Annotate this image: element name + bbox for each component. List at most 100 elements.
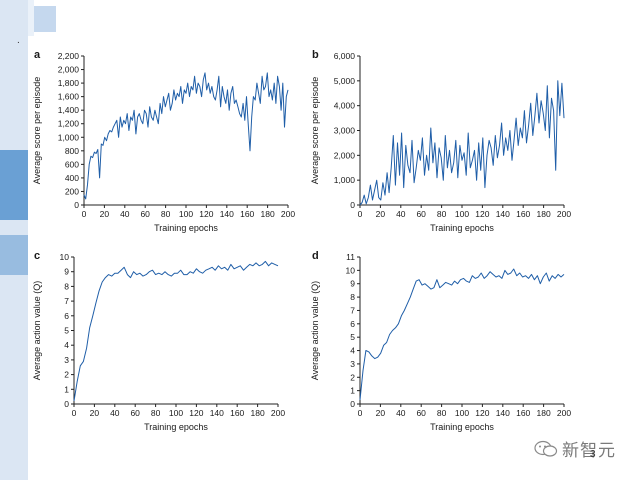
y-tick-label: 7: [350, 305, 355, 315]
y-tick-label: 2,000: [334, 150, 356, 160]
y-tick-label: 6,000: [334, 51, 356, 61]
y-axis-title: Average action value (Q): [310, 281, 320, 380]
y-tick-label: 11: [346, 252, 355, 262]
corner-decoration: [28, 0, 34, 36]
y-tick-label: 0: [350, 200, 355, 210]
strip-accent: [0, 235, 28, 275]
x-tick-label: 40: [396, 209, 406, 219]
x-axis-title: Training epochs: [430, 422, 494, 432]
y-tick-label: 400: [65, 173, 79, 183]
x-tick-label: 140: [496, 408, 510, 418]
x-tick-label: 100: [455, 408, 469, 418]
x-tick-label: 20: [376, 209, 386, 219]
y-tick-label: 1: [350, 386, 355, 396]
series-line-score: [359, 80, 565, 206]
left-decoration-strip: [0, 0, 28, 480]
x-tick-label: 80: [161, 209, 171, 219]
x-tick-label: 180: [251, 408, 265, 418]
panel-letter: b: [312, 49, 319, 61]
x-axis-title: Training epochs: [430, 223, 494, 233]
y-tick-label: 6: [64, 311, 69, 321]
y-tick-label: 0: [74, 200, 79, 210]
y-tick-label: 3,000: [334, 126, 356, 136]
x-tick-label: 180: [537, 408, 551, 418]
y-tick-label: 2,000: [58, 65, 80, 75]
x-tick-label: 160: [516, 408, 530, 418]
x-tick-label: 160: [230, 408, 244, 418]
x-tick-label: 140: [210, 408, 224, 418]
x-tick-label: 200: [271, 408, 285, 418]
x-tick-label: 60: [416, 408, 426, 418]
x-tick-label: 40: [120, 209, 130, 219]
y-axis-title: Average score per episode: [32, 77, 42, 184]
wechat-icon: [534, 440, 558, 457]
y-tick-label: 800: [65, 146, 79, 156]
x-tick-label: 100: [179, 209, 193, 219]
watermark: 新智元: [534, 436, 616, 461]
y-tick-label: 4: [350, 346, 355, 356]
x-tick-label: 200: [557, 209, 571, 219]
slide-bullet: .: [17, 35, 20, 46]
y-tick-label: 4: [64, 340, 69, 350]
y-tick-label: 200: [65, 186, 79, 196]
series-line-Q: [73, 260, 279, 402]
x-tick-label: 20: [100, 209, 110, 219]
y-tick-label: 3: [350, 359, 355, 369]
chart-panel-d: d 0 20 40 60 80 100 120 140 160 180 200 0 1 2 3 4 5 6 7 8 9 10…: [310, 250, 571, 432]
y-tick-label: 8: [350, 292, 355, 302]
strip-accent: [0, 150, 28, 220]
x-tick-label: 160: [516, 209, 530, 219]
x-tick-label: 40: [396, 408, 406, 418]
y-tick-label: 1,600: [58, 92, 80, 102]
chart-panel-a: a 0 20 40 60 80 100 120 140 160 180 200 0 200 400 600 80…: [32, 49, 295, 233]
x-tick-label: 140: [496, 209, 510, 219]
x-tick-label: 180: [261, 209, 275, 219]
series-line-Q: [359, 268, 565, 401]
x-tick-label: 100: [455, 209, 469, 219]
panel-letter: c: [34, 250, 40, 262]
x-tick-label: 60: [416, 209, 426, 219]
y-tick-label: 0: [350, 399, 355, 409]
y-tick-label: 2: [350, 372, 355, 382]
chart-panel-b: b 0 20 40 60 80 100 120 140 160 180 200 0 1,000 2,000 3…: [310, 49, 571, 233]
x-tick-label: 20: [90, 408, 100, 418]
y-tick-label: 2,200: [58, 51, 80, 61]
x-tick-label: 40: [110, 408, 120, 418]
x-tick-label: 100: [169, 408, 183, 418]
corner-decoration: [34, 6, 56, 32]
x-tick-label: 140: [220, 209, 234, 219]
y-tick-label: 7: [64, 296, 69, 306]
x-tick-label: 60: [130, 408, 140, 418]
x-tick-label: 0: [82, 209, 87, 219]
x-tick-label: 0: [72, 408, 77, 418]
y-axis-title: Average action value (Q): [32, 281, 42, 380]
x-tick-label: 80: [437, 408, 447, 418]
x-tick-label: 80: [437, 209, 447, 219]
series-line-score: [83, 72, 289, 200]
y-tick-label: 5: [350, 332, 355, 342]
x-tick-label: 0: [358, 408, 363, 418]
x-tick-label: 20: [376, 408, 386, 418]
y-tick-label: 4,000: [334, 101, 356, 111]
y-tick-label: 6: [350, 319, 355, 329]
y-tick-label: 5: [64, 326, 69, 336]
y-tick-label: 9: [350, 279, 355, 289]
y-tick-label: 1,200: [58, 119, 80, 129]
y-tick-label: 1,000: [58, 132, 80, 142]
y-tick-label: 1,400: [58, 105, 80, 115]
y-tick-label: 9: [64, 267, 69, 277]
y-tick-label: 1: [64, 384, 69, 394]
x-axis-title: Training epochs: [144, 422, 208, 432]
panel-letter: d: [312, 250, 319, 262]
page-number: 3: [590, 449, 596, 460]
y-tick-label: 5,000: [334, 76, 356, 86]
x-tick-label: 60: [140, 209, 150, 219]
x-tick-label: 160: [240, 209, 254, 219]
x-axis-title: Training epochs: [154, 223, 218, 233]
x-tick-label: 120: [189, 408, 203, 418]
x-tick-label: 80: [151, 408, 161, 418]
y-tick-label: 10: [346, 265, 356, 275]
y-axis-title: Average score per episode: [310, 77, 320, 184]
